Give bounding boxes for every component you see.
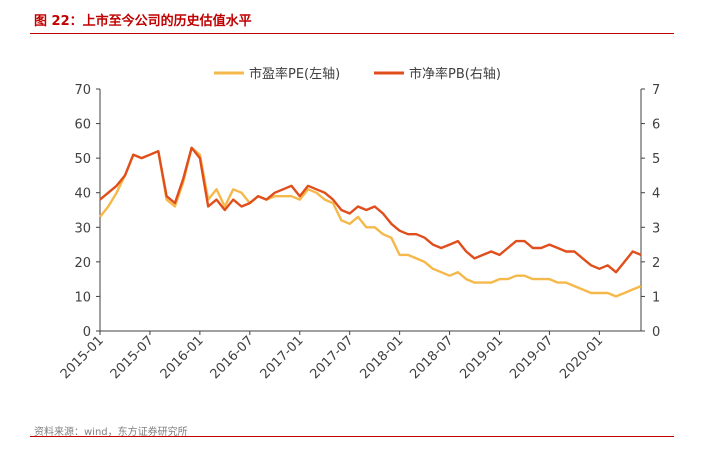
x-tick-label: 2020-01 [557, 333, 606, 382]
left-tick-label: 30 [74, 221, 91, 236]
x-tick-label: 2016-01 [158, 333, 207, 382]
left-tick-label: 50 [74, 152, 91, 167]
x-tick-label: 2018-01 [357, 333, 406, 382]
right-tick-label: 5 [652, 152, 660, 167]
right-tick-label: 1 [652, 290, 660, 305]
series-lines [99, 146, 642, 298]
legend: 市盈率PE(左轴) 市净率PB(右轴) [214, 66, 501, 82]
right-tick-label: 0 [652, 325, 660, 340]
pe-series-line [99, 146, 642, 298]
source-note: 资料来源：wind，东方证券研究所 [34, 427, 188, 438]
left-tick-label: 60 [74, 118, 91, 133]
footer-divider [30, 436, 674, 437]
right-tick-label: 2 [652, 256, 660, 271]
left-tick-label: 0 [83, 325, 91, 340]
x-tick-label: 2019-01 [457, 333, 506, 382]
legend-label-pe: 市盈率PE(左轴) [249, 66, 340, 82]
right-tick-label: 6 [652, 118, 660, 133]
x-tick-label: 2015-07 [108, 333, 157, 382]
x-tick-label: 2017-01 [258, 333, 307, 382]
x-tick-label: 2016-07 [208, 333, 257, 382]
pb-series-line [99, 146, 642, 274]
x-tick-label: 2017-07 [307, 333, 356, 382]
right-tick-label: 3 [652, 221, 660, 236]
x-tick-label: 2019-07 [507, 333, 556, 382]
left-tick-label: 20 [74, 256, 91, 271]
right-tick-label: 7 [652, 83, 660, 98]
left-tick-label: 10 [74, 290, 91, 305]
chart: 市盈率PE(左轴) 市净率PB(右轴) 0 10 20 30 40 50 60 70 0 1 2 3 4 5… [58, 66, 660, 382]
legend-label-pb: 市净率PB(右轴) [409, 66, 501, 82]
left-tick-label: 40 [74, 187, 91, 202]
page-title: 图 22：上市至今公司的历史估值水平 [34, 14, 252, 29]
left-tick-label: 70 [74, 83, 91, 98]
x-tick-label: 2018-07 [407, 333, 456, 382]
title-divider [30, 33, 674, 34]
right-tick-label: 4 [652, 187, 660, 202]
x-tick-label: 2015-01 [58, 333, 107, 382]
